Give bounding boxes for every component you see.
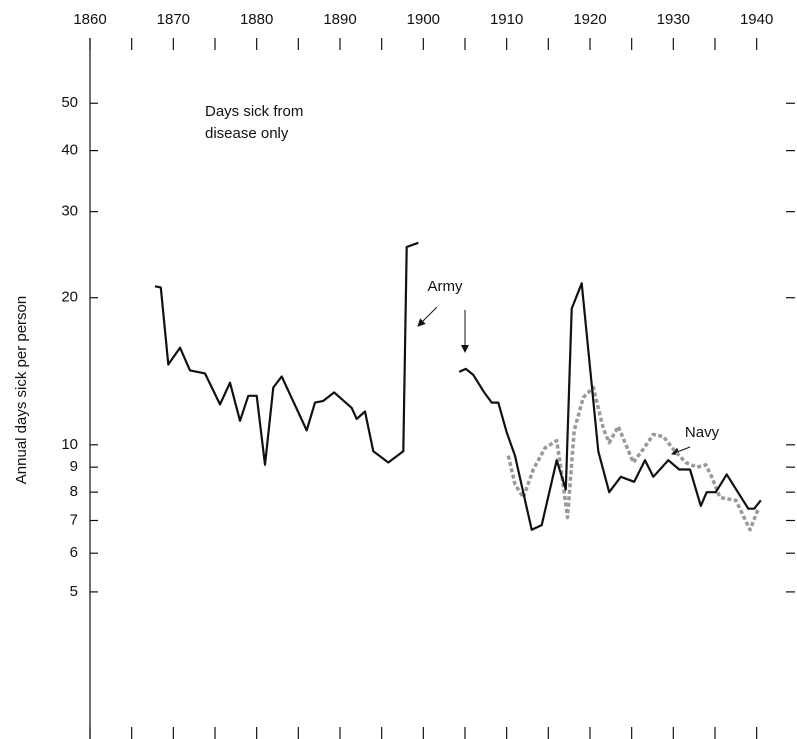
y-tick-label: 7 (70, 511, 78, 528)
y-tick-label: 50 (61, 94, 78, 111)
series-label: Army (428, 278, 463, 295)
y-tick-label: 6 (70, 544, 78, 561)
x-tick-label: 1860 (73, 11, 106, 28)
y-tick-label: 10 (61, 436, 78, 453)
x-tick-label: 1940 (740, 11, 773, 28)
x-tick-label: 1920 (573, 11, 606, 28)
series-label: Navy (685, 424, 720, 441)
arrow (417, 306, 438, 327)
annotation: disease only (205, 125, 289, 142)
x-tick-label: 1900 (407, 11, 440, 28)
y-tick-label: 20 (61, 289, 78, 306)
series-line (154, 241, 762, 531)
x-tick-label: 1870 (157, 11, 190, 28)
y-axis-label: Annual days sick per person (13, 296, 30, 484)
y-tick-label: 40 (61, 142, 78, 159)
y-tick-label: 8 (70, 483, 78, 500)
y-tick-label: 30 (61, 203, 78, 220)
x-tick-label: 1890 (323, 11, 356, 28)
y-tick-label: 5 (70, 583, 78, 600)
y-tick-label: 9 (70, 458, 78, 475)
annotation: Days sick from (205, 103, 303, 120)
x-tick-label: 1930 (657, 11, 690, 28)
x-tick-label: 1910 (490, 11, 523, 28)
arrow (671, 446, 691, 456)
x-tick-label: 1880 (240, 11, 273, 28)
